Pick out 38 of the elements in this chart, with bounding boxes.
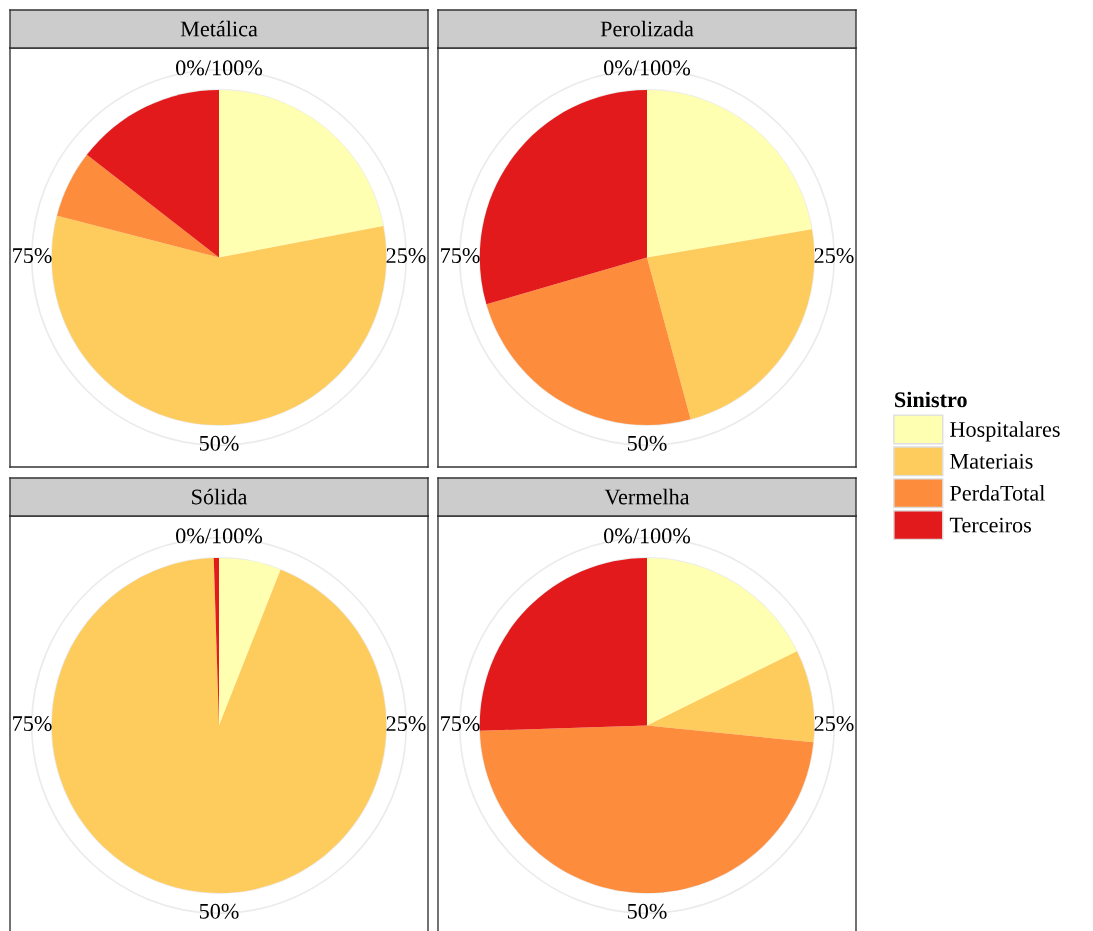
legend-label: Materiais [950, 453, 1033, 469]
chart-title: Perolizada [600, 20, 694, 37]
pie-slice [647, 651, 815, 743]
text: 50% [199, 435, 239, 451]
chart-title: Vermelha [604, 488, 690, 505]
pie-slice [51, 215, 387, 426]
text: 75% [13, 248, 52, 264]
text: 75% [441, 248, 480, 264]
pie-slice [486, 257, 691, 426]
pie-slice [219, 89, 384, 258]
legend-title: Sinistro [895, 391, 967, 408]
text: 25% [814, 248, 854, 264]
pie-slice [57, 154, 219, 258]
pie-slice [479, 557, 647, 731]
text: 0%/100% [176, 528, 263, 544]
legend-label: PerdaTotal [950, 485, 1045, 501]
text: 75% [441, 716, 480, 732]
text: 25% [386, 248, 426, 264]
pie-slice [86, 89, 219, 258]
text: 50% [627, 903, 667, 919]
legend-label: Terceiros [949, 517, 1031, 533]
chart-title: Sólida [192, 488, 248, 505]
pie-slice [479, 89, 647, 305]
pie-slice [479, 725, 814, 894]
pie-slice [647, 89, 812, 258]
text: 75% [13, 716, 52, 732]
text: 25% [386, 716, 426, 732]
text: 25% [814, 716, 854, 732]
pie-slice [219, 557, 281, 726]
legend-label: Hospitalares [950, 421, 1060, 442]
text: 50% [627, 435, 667, 451]
pie-slice [647, 557, 797, 726]
pie-slice [647, 229, 815, 420]
text: 0%/100% [176, 60, 263, 76]
text: 0%/100% [604, 528, 691, 544]
text: 50% [199, 903, 239, 919]
chart-title: Metálica [180, 20, 258, 37]
text: 0%/100% [604, 60, 691, 76]
